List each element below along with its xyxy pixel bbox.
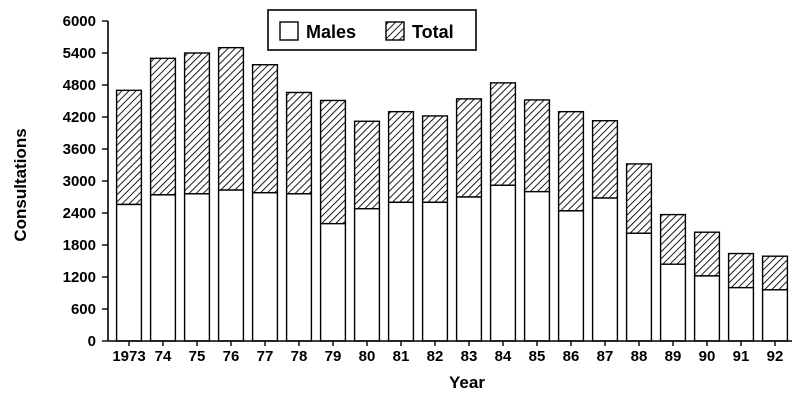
bar-total-76 xyxy=(217,46,245,191)
bar-total-74 xyxy=(149,57,177,196)
x-tick-label: 83 xyxy=(461,348,478,365)
bar-males-83 xyxy=(455,196,483,342)
bar-males-90 xyxy=(693,275,721,342)
bar-males-87 xyxy=(591,197,619,342)
legend-swatch-males xyxy=(279,21,299,41)
bar-total-91 xyxy=(727,252,755,289)
y-tick-label: 3000 xyxy=(63,173,96,190)
bar-total-85 xyxy=(523,99,551,193)
x-tick-label: 91 xyxy=(733,348,750,365)
x-tick-label: 79 xyxy=(325,348,342,365)
bar-total-75 xyxy=(183,52,211,195)
bar-total-81 xyxy=(387,110,415,204)
y-axis: 0 600 1200 1800 2400 3000 3600 4200 4800 5400 6000 xyxy=(63,13,109,350)
x-axis-title: Year xyxy=(449,373,485,392)
bar-total-80 xyxy=(353,120,381,210)
bar-males-76 xyxy=(217,189,245,342)
legend-label-males: Males xyxy=(306,22,356,42)
bar-total-92 xyxy=(761,255,789,291)
bar-males-75 xyxy=(183,193,211,342)
x-tick-label: 81 xyxy=(393,348,410,365)
x-tick-label: 87 xyxy=(597,348,614,365)
bar-males-85 xyxy=(523,190,551,342)
bar-total-90 xyxy=(693,231,721,277)
bar-total-82 xyxy=(421,115,449,204)
x-tick-label: 86 xyxy=(563,348,580,365)
x-tick-label: 82 xyxy=(427,348,444,365)
bar-males-78 xyxy=(285,193,313,342)
x-tick-label: 92 xyxy=(767,348,784,365)
bar-males-82 xyxy=(421,201,449,342)
bar-males-1973 xyxy=(115,203,143,342)
x-tick-label: 84 xyxy=(495,348,512,365)
bar-total-78 xyxy=(285,91,313,195)
x-tick-label: 75 xyxy=(189,348,206,365)
x-tick-label: 76 xyxy=(223,348,240,365)
bar-males-89 xyxy=(659,263,687,342)
y-tick-label: 4200 xyxy=(63,109,96,126)
bar-males-86 xyxy=(557,210,585,342)
bar-total-83 xyxy=(455,98,483,198)
bar-males-80 xyxy=(353,208,381,342)
y-tick-label: 6000 xyxy=(63,13,96,30)
bar-males-74 xyxy=(149,194,177,342)
legend: Males Total xyxy=(267,9,477,51)
bar-total-86 xyxy=(557,110,585,212)
y-tick-label: 4800 xyxy=(63,77,96,94)
bars xyxy=(115,46,789,342)
legend-box xyxy=(267,9,477,51)
x-tick-label: 80 xyxy=(359,348,376,365)
bar-total-89 xyxy=(659,213,687,265)
bar-males-92 xyxy=(761,289,789,342)
y-axis-title: Consultations xyxy=(11,128,30,241)
bar-males-84 xyxy=(489,184,517,342)
y-tick-label: 0 xyxy=(88,333,96,350)
legend-label-total: Total xyxy=(412,22,454,42)
x-tick-label: 88 xyxy=(631,348,648,365)
x-axis: 1973 74 75 76 77 78 79 80 81 82 83 84 85 86 87 88 89 90 91… xyxy=(108,340,792,365)
bar-total-87 xyxy=(591,120,619,199)
x-tick-label: 1973 xyxy=(112,348,145,365)
x-tick-label: 78 xyxy=(291,348,308,365)
y-tick-label: 3600 xyxy=(63,141,96,158)
x-tick-label: 85 xyxy=(529,348,546,365)
bar-males-79 xyxy=(319,222,347,342)
y-tick-label: 2400 xyxy=(63,205,96,222)
bar-total-88 xyxy=(625,163,653,234)
y-tick-label: 5400 xyxy=(63,45,96,62)
x-tick-label: 89 xyxy=(665,348,682,365)
x-tick-label: 77 xyxy=(257,348,274,365)
y-tick-label: 600 xyxy=(71,301,96,318)
bar-males-77 xyxy=(251,192,279,342)
x-tick-label: 90 xyxy=(699,348,716,365)
y-tick-label: 1200 xyxy=(63,269,96,286)
bar-males-91 xyxy=(727,286,755,342)
y-tick-label: 1800 xyxy=(63,237,96,254)
x-tick-label: 74 xyxy=(155,348,172,365)
bar-total-84 xyxy=(489,82,517,186)
bar-males-81 xyxy=(387,201,415,342)
bar-total-1973 xyxy=(115,89,143,206)
bar-total-79 xyxy=(319,99,347,225)
bar-total-77 xyxy=(251,64,279,194)
bar-males-88 xyxy=(625,232,653,342)
legend-swatch-total xyxy=(385,21,405,41)
